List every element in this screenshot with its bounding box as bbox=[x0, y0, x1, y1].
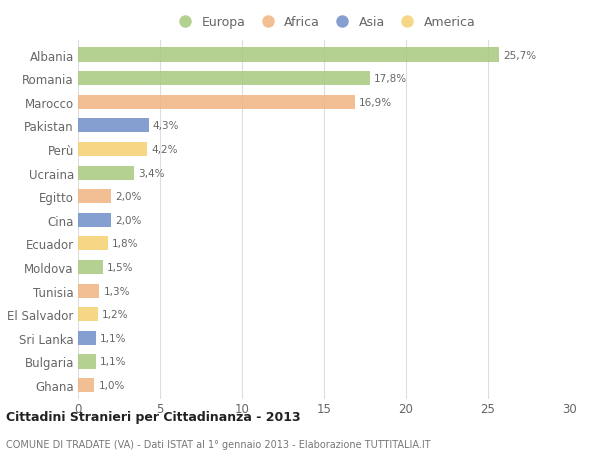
Text: 1,5%: 1,5% bbox=[107, 263, 133, 273]
Text: 1,1%: 1,1% bbox=[100, 357, 127, 367]
Text: 1,1%: 1,1% bbox=[100, 333, 127, 343]
Text: COMUNE DI TRADATE (VA) - Dati ISTAT al 1° gennaio 2013 - Elaborazione TUTTITALIA: COMUNE DI TRADATE (VA) - Dati ISTAT al 1… bbox=[6, 440, 431, 449]
Bar bbox=[78, 284, 100, 298]
Bar bbox=[78, 378, 94, 392]
Bar bbox=[78, 354, 96, 369]
Bar bbox=[78, 260, 103, 274]
Bar bbox=[78, 331, 96, 345]
Bar bbox=[78, 237, 107, 251]
Text: 2,0%: 2,0% bbox=[115, 192, 141, 202]
Bar bbox=[78, 166, 134, 180]
Text: 17,8%: 17,8% bbox=[374, 74, 407, 84]
Bar bbox=[78, 308, 98, 322]
Text: 2,0%: 2,0% bbox=[115, 215, 141, 225]
Text: 3,4%: 3,4% bbox=[138, 168, 164, 178]
Text: 16,9%: 16,9% bbox=[359, 98, 392, 107]
Bar bbox=[78, 119, 149, 133]
Legend: Europa, Africa, Asia, America: Europa, Africa, Asia, America bbox=[170, 13, 478, 32]
Text: 1,0%: 1,0% bbox=[98, 380, 125, 390]
Text: 4,3%: 4,3% bbox=[152, 121, 179, 131]
Bar bbox=[78, 190, 111, 204]
Text: 1,3%: 1,3% bbox=[103, 286, 130, 296]
Text: 1,8%: 1,8% bbox=[112, 239, 138, 249]
Text: 4,2%: 4,2% bbox=[151, 145, 178, 155]
Bar bbox=[78, 143, 147, 157]
Bar bbox=[78, 95, 355, 110]
Bar bbox=[78, 72, 370, 86]
Text: 25,7%: 25,7% bbox=[503, 50, 537, 61]
Text: 1,2%: 1,2% bbox=[102, 309, 128, 319]
Bar bbox=[78, 48, 499, 62]
Bar bbox=[78, 213, 111, 227]
Text: Cittadini Stranieri per Cittadinanza - 2013: Cittadini Stranieri per Cittadinanza - 2… bbox=[6, 410, 301, 423]
